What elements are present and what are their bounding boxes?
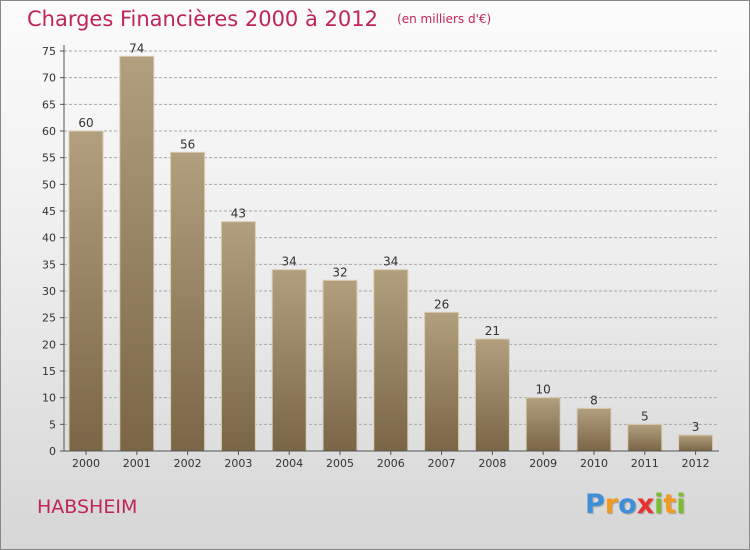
bars: 60 74 56 43 34 32 34 26 21 10 8 5 3 xyxy=(68,41,714,452)
x-tick-label: 2007 xyxy=(428,457,456,470)
y-tick-label: 5 xyxy=(49,418,56,431)
y-tick-label: 45 xyxy=(42,205,56,218)
bar xyxy=(271,269,307,452)
axes xyxy=(63,45,719,452)
y-tick-label: 20 xyxy=(42,338,56,351)
data-label: 56 xyxy=(180,137,195,151)
x-tick-label: 2000 xyxy=(72,457,100,470)
data-label: 74 xyxy=(129,41,144,55)
bar xyxy=(424,311,460,452)
y-tick-label: 35 xyxy=(42,258,56,271)
x-tick-label: 2011 xyxy=(631,457,659,470)
bar xyxy=(525,397,561,452)
x-tick-label: 2003 xyxy=(224,457,252,470)
x-tick-label: 2001 xyxy=(123,457,151,470)
place-name: HABSHEIM xyxy=(37,496,138,518)
data-label: 5 xyxy=(641,409,649,423)
y-tick-label: 60 xyxy=(42,125,56,138)
bar xyxy=(373,269,409,452)
bar xyxy=(68,130,104,452)
bar xyxy=(170,151,206,452)
bar xyxy=(322,279,358,452)
logo-letter: i xyxy=(654,489,664,520)
bar xyxy=(474,338,510,452)
x-tick-label: 2012 xyxy=(682,457,710,470)
data-label: 3 xyxy=(692,420,700,434)
bar xyxy=(220,221,256,452)
proxiti-logo: Proxiti xyxy=(585,489,686,520)
data-label: 60 xyxy=(78,116,93,130)
logo-letter: P xyxy=(585,489,605,520)
data-label: 32 xyxy=(332,265,347,279)
logo-letter: x xyxy=(636,489,655,520)
chart-title: Charges Financières 2000 à 2012 xyxy=(27,7,378,31)
y-axis-ticks: 0 5 10 15 20 25 30 35 40 45 50 55 60 65 70 75 xyxy=(42,45,64,458)
logo-letter: t xyxy=(663,489,677,520)
x-tick-label: 2006 xyxy=(377,457,405,470)
data-label: 21 xyxy=(485,324,500,338)
x-tick-label: 2005 xyxy=(326,457,354,470)
bar xyxy=(627,423,663,452)
x-tick-label: 2010 xyxy=(580,457,608,470)
data-label: 34 xyxy=(282,255,297,269)
y-tick-label: 55 xyxy=(42,152,56,165)
bar xyxy=(119,55,155,452)
y-tick-label: 50 xyxy=(42,178,56,191)
logo-letter: i xyxy=(676,489,686,520)
x-axis-ticks: 2000 2001 2002 2003 2004 2005 2006 2007 2008 2009… xyxy=(72,451,710,470)
x-tick-label: 2002 xyxy=(174,457,202,470)
y-tick-label: 25 xyxy=(42,312,56,325)
y-tick-label: 40 xyxy=(42,232,56,245)
data-label: 26 xyxy=(434,297,449,311)
y-tick-label: 70 xyxy=(42,72,56,85)
bar xyxy=(678,434,714,452)
data-label: 43 xyxy=(231,207,246,221)
logo-letter: o xyxy=(618,489,637,520)
y-tick-label: 65 xyxy=(42,98,56,111)
y-tick-label: 30 xyxy=(42,285,56,298)
chart-subtitle: (en milliers d'€) xyxy=(397,12,492,26)
y-tick-label: 75 xyxy=(42,45,56,58)
y-tick-label: 0 xyxy=(49,445,56,458)
bar xyxy=(576,407,612,452)
data-label: 10 xyxy=(536,383,551,397)
y-tick-label: 10 xyxy=(42,392,56,405)
x-tick-label: 2008 xyxy=(478,457,506,470)
data-label: 8 xyxy=(590,393,598,407)
data-label: 34 xyxy=(383,255,398,269)
x-tick-label: 2004 xyxy=(275,457,303,470)
title-row: Charges Financières 2000 à 2012 (en mill… xyxy=(27,7,491,31)
y-tick-label: 15 xyxy=(42,365,56,378)
x-tick-label: 2009 xyxy=(529,457,557,470)
logo-letter: r xyxy=(604,489,619,520)
